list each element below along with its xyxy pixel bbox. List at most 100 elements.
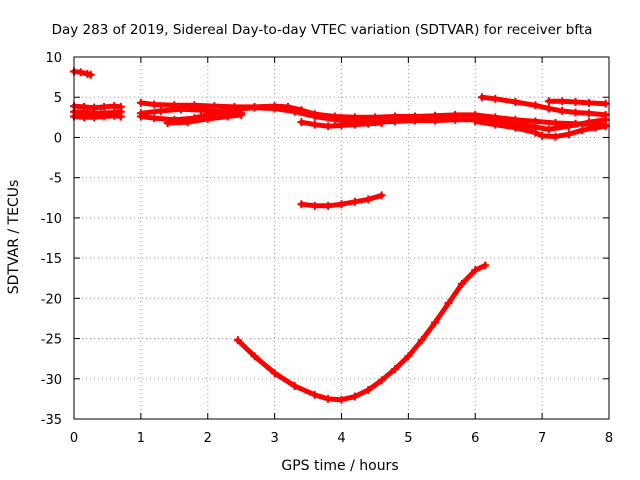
y-tick-label: 5	[54, 91, 62, 106]
series-track	[136, 105, 246, 118]
data-point	[350, 197, 359, 206]
x-tick-label: 4	[337, 431, 345, 446]
data-point	[324, 201, 333, 210]
series-line	[472, 118, 609, 140]
data-point	[337, 121, 346, 130]
data-point	[297, 200, 306, 209]
data-point	[531, 128, 540, 137]
y-axis-title: SDTVAR / TECUs	[6, 180, 22, 295]
x-tick-label: 1	[137, 431, 145, 446]
data-point	[544, 104, 553, 113]
x-tick-label: 6	[471, 431, 479, 446]
data-point	[364, 195, 373, 204]
data-point	[511, 98, 520, 107]
y-tick-label: -20	[41, 292, 62, 307]
data-point	[350, 120, 359, 129]
series-track	[471, 117, 610, 141]
series-layer	[70, 67, 610, 404]
data-point	[250, 352, 259, 361]
data-point	[391, 117, 399, 126]
data-point	[337, 200, 346, 209]
data-point	[136, 98, 145, 107]
data-point	[444, 299, 453, 308]
x-tick-label: 5	[404, 431, 412, 446]
data-point	[136, 109, 145, 118]
data-point	[471, 266, 480, 275]
data-point	[431, 116, 440, 125]
data-point	[391, 365, 399, 374]
x-tick-label: 7	[538, 431, 546, 446]
y-tick-label: -10	[41, 212, 62, 227]
data-point	[297, 118, 306, 127]
data-point	[250, 103, 259, 112]
data-point	[531, 101, 540, 110]
data-point	[100, 102, 109, 111]
data-point	[601, 122, 610, 131]
data-point	[551, 132, 560, 141]
data-point	[233, 336, 242, 345]
data-point	[116, 107, 125, 116]
data-point	[310, 201, 319, 210]
y-tick-label: -35	[41, 413, 62, 428]
data-point	[481, 261, 490, 270]
data-point	[544, 97, 553, 106]
data-point	[584, 109, 593, 118]
data-point	[310, 390, 319, 399]
x-tick-label: 3	[270, 431, 278, 446]
data-point	[90, 103, 99, 112]
data-point	[203, 114, 212, 123]
data-point	[364, 386, 373, 395]
data-point	[571, 108, 580, 117]
data-point	[451, 115, 460, 124]
series-track	[297, 118, 386, 131]
series-track	[297, 191, 386, 210]
data-point	[270, 369, 279, 378]
data-point	[223, 112, 232, 121]
data-point	[417, 336, 426, 345]
data-point	[578, 126, 587, 135]
data-point	[350, 392, 359, 401]
y-tick-label: 10	[45, 51, 62, 66]
data-point	[544, 125, 553, 134]
series-track	[163, 110, 246, 127]
data-point	[290, 382, 299, 391]
data-point	[237, 110, 246, 119]
data-point	[601, 99, 610, 108]
x-tick-label: 8	[605, 431, 613, 446]
data-point	[457, 279, 466, 288]
data-point	[80, 102, 89, 111]
data-point	[404, 352, 413, 361]
data-point	[431, 318, 440, 327]
x-tick-label: 0	[70, 431, 78, 446]
y-tick-label: -25	[41, 333, 62, 348]
data-point	[86, 70, 95, 79]
data-point	[471, 117, 480, 126]
data-point	[511, 123, 520, 132]
series-track	[233, 261, 490, 404]
y-tick-label: -5	[49, 172, 62, 187]
data-point	[591, 123, 600, 132]
data-point	[558, 106, 567, 115]
data-point	[150, 114, 159, 123]
data-point	[558, 97, 567, 106]
data-point	[270, 104, 279, 113]
data-point	[377, 191, 386, 200]
y-tick-label: -30	[41, 373, 62, 388]
data-point	[217, 107, 226, 116]
data-point	[377, 376, 386, 385]
data-point	[571, 98, 580, 107]
data-point	[491, 94, 500, 103]
data-point	[76, 68, 85, 77]
data-point	[324, 122, 333, 131]
series-line	[235, 262, 488, 403]
data-point	[156, 106, 165, 115]
data-point	[477, 93, 486, 102]
data-point	[551, 118, 560, 127]
data-point	[177, 105, 185, 114]
series-track	[544, 97, 610, 108]
data-point	[163, 118, 172, 127]
data-point	[564, 122, 573, 131]
data-point	[110, 108, 119, 117]
chart-title: Day 283 of 2019, Sidereal Day-to-day VTE…	[52, 22, 593, 38]
